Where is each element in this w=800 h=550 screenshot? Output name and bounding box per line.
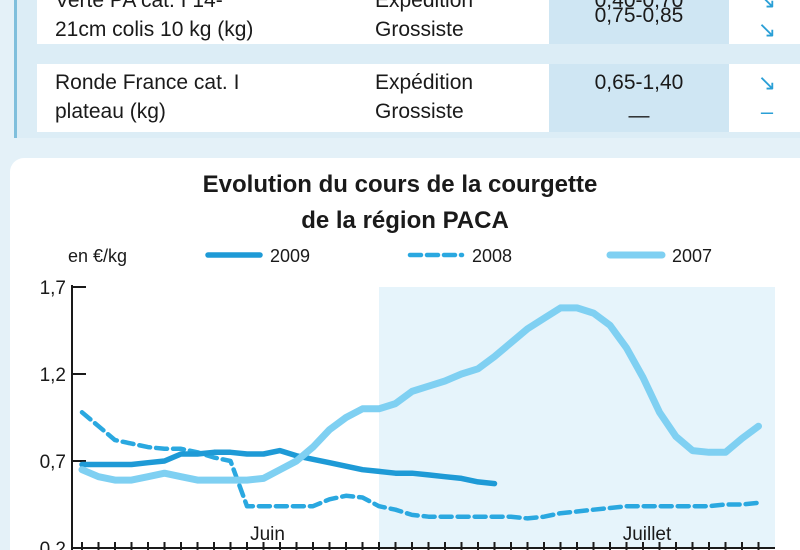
table-row: Ronde France cat. I plateau (kg) Expédit… — [37, 64, 800, 132]
price-table: Verte PA cat. I 14- 21cm colis 10 kg (kg… — [14, 0, 800, 138]
month-label: Juin — [250, 524, 285, 545]
stage-label: Expédition — [375, 0, 474, 12]
product-line: 21cm colis 10 kg (kg) — [55, 18, 254, 41]
y-tick-label: 0,2 — [40, 539, 66, 550]
product-line: plateau (kg) — [55, 100, 166, 123]
series-line-2007 — [78, 304, 762, 484]
legend-label-2007: 2007 — [672, 246, 712, 266]
trend-down-icon: ↘ — [757, 17, 777, 42]
price-value: 0,75-0,85 — [594, 4, 684, 27]
y-tick-label: 0,7 — [40, 452, 66, 473]
price-value: 0,40-0,70 — [594, 0, 684, 12]
legend-label-2009: 2009 — [270, 246, 310, 266]
legend-label-2008: 2008 — [472, 246, 512, 266]
trend-stable-icon: – — [760, 99, 774, 124]
product-cell: Verte PA cat. I 14- 21cm colis 10 kg (kg… — [55, 0, 325, 44]
stage-label: Grossiste — [375, 18, 464, 41]
product-line: Verte PA cat. I 14- — [55, 0, 223, 12]
stage-label: Grossiste — [375, 100, 464, 123]
price-value: — — [628, 104, 650, 127]
y-tick-label: 1,7 — [40, 278, 66, 299]
price-value: 0,65-1,40 — [594, 71, 684, 94]
stage-label: Expédition — [375, 71, 474, 94]
product-cell: Ronde France cat. I plateau (kg) — [55, 68, 325, 126]
y-axis-unit-label: en €/kg — [68, 246, 127, 266]
trend-down-icon: ↘ — [757, 70, 777, 95]
price-cell: 0,40-0,70 0,75-0,85 — [549, 0, 729, 44]
product-line: Ronde France cat. I — [55, 71, 240, 94]
table-row: Verte PA cat. I 14- 21cm colis 10 kg (kg… — [37, 0, 800, 44]
price-cell: 0,65-1,40 — — [549, 64, 729, 132]
y-tick-label: 1,2 — [40, 365, 66, 386]
stage-cell: Expédition Grossiste — [375, 68, 545, 126]
trend-down-icon: ↘ — [757, 0, 777, 13]
trend-cell: ↘ – — [737, 68, 797, 126]
chart-title: Evolution du cours de la courgette — [203, 171, 598, 198]
shaded-period — [379, 287, 775, 548]
trend-cell: ↘ ↘ — [737, 0, 797, 44]
chart-subtitle: de la région PACA — [301, 207, 509, 234]
stage-cell: Expédition Grossiste — [375, 0, 545, 44]
month-label: Juillet — [623, 524, 672, 545]
series-line-2009 — [79, 447, 498, 487]
